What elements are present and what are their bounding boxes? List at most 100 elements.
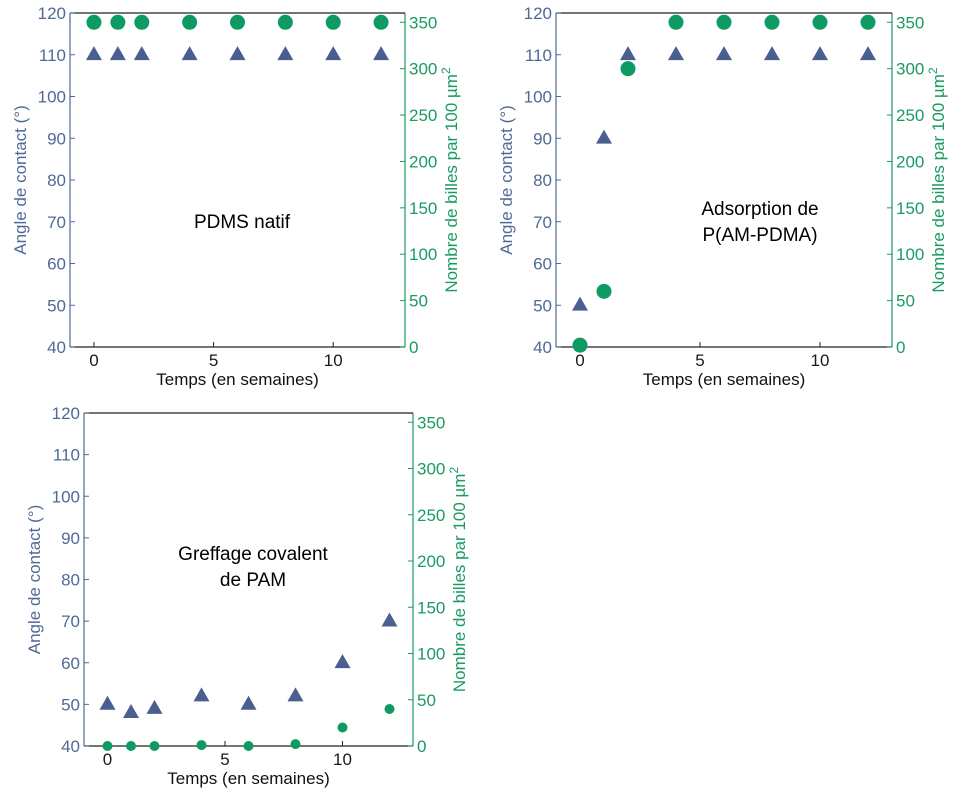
x-tick-label: 10: [333, 750, 352, 769]
y-right-axis-label-superscript: 2: [439, 67, 453, 74]
bead-count-point: [764, 14, 780, 30]
contact-angle-point: [193, 687, 210, 702]
y-left-tick-label: 120: [52, 404, 80, 423]
y-right-tick-label: 350: [417, 413, 445, 432]
y-left-axis-label: Angle de contact (°): [25, 505, 44, 655]
contact-angle-point: [716, 46, 732, 61]
y-right-tick-label: 0: [417, 737, 426, 756]
y-right-tick-label: 250: [896, 106, 924, 125]
y-right-axis-label-superscript: 2: [447, 467, 461, 474]
x-tick-label: 0: [89, 351, 98, 370]
bead-count-point: [86, 14, 102, 30]
y-right-tick-label: 100: [896, 245, 924, 264]
x-tick-label: 5: [695, 351, 704, 370]
y-left-tick-label: 90: [533, 129, 552, 148]
y-left-tick-label: 80: [47, 171, 66, 190]
contact-angle-point: [325, 46, 342, 61]
y-right-tick-label: 300: [417, 460, 445, 479]
bead-count-point: [620, 61, 636, 77]
y-right-tick-label: 250: [417, 506, 445, 525]
contact-angle-point: [277, 46, 294, 61]
y-right-tick-label: 50: [417, 691, 436, 710]
contact-angle-point: [146, 699, 163, 714]
bead-count-point: [325, 14, 341, 30]
bead-count-point: [373, 14, 389, 30]
y-right-tick-label: 350: [896, 13, 924, 32]
x-tick-label: 5: [209, 351, 218, 370]
y-left-tick-label: 110: [39, 46, 66, 65]
y-right-axis-label: Nombre de billes par 100 µm2: [926, 67, 948, 293]
y-right-tick-label: 50: [409, 292, 428, 311]
y-right-tick-label: 300: [409, 60, 437, 79]
y-left-axis-label: Angle de contact (°): [11, 105, 30, 255]
contact-angle-point: [572, 296, 588, 311]
x-tick-label: 0: [575, 351, 584, 370]
contact-angle-point: [85, 46, 102, 61]
bead-count-point: [668, 14, 684, 30]
y-right-tick-label: 200: [417, 552, 445, 571]
contact-angle-point: [812, 46, 828, 61]
y-right-tick-label: 350: [409, 13, 437, 32]
bead-count-point: [290, 739, 301, 750]
contact-angle-point: [109, 46, 126, 61]
x-tick-label: 10: [324, 351, 343, 370]
x-axis-label: Temps (en semaines): [156, 370, 319, 389]
y-left-tick-label: 50: [61, 695, 80, 714]
y-left-tick-label: 50: [47, 296, 66, 315]
bead-count-point: [230, 14, 245, 30]
y-left-tick-label: 60: [533, 255, 552, 274]
y-left-tick-label: 70: [61, 612, 80, 631]
y-left-tick-label: 70: [47, 213, 66, 232]
contact-angle-point: [287, 687, 304, 702]
bead-count-point: [337, 722, 348, 733]
y-right-tick-label: 200: [409, 152, 437, 171]
y-left-tick-label: 40: [61, 737, 80, 756]
y-left-tick-label: 100: [524, 88, 552, 107]
y-right-tick-label: 100: [417, 645, 445, 664]
contact-angle-point: [99, 695, 116, 710]
contact-angle-point: [860, 46, 876, 61]
x-axis-label: Temps (en semaines): [643, 370, 806, 389]
y-left-tick-label: 100: [38, 88, 66, 107]
y-left-tick-label: 90: [47, 129, 66, 148]
bead-count-point: [126, 741, 136, 751]
y-left-tick-label: 60: [61, 654, 80, 673]
bead-count-point: [277, 14, 293, 30]
y-left-tick-label: 80: [533, 171, 552, 190]
y-right-tick-label: 150: [896, 199, 924, 218]
bead-count-point: [243, 741, 254, 751]
contact-angle-point: [123, 704, 139, 719]
bead-count-point: [860, 14, 876, 30]
y-right-tick-label: 0: [896, 338, 905, 357]
chart-annotation: Adsorption de: [701, 199, 818, 220]
y-left-tick-label: 110: [525, 46, 552, 65]
contact-angle-point: [133, 46, 150, 61]
y-right-tick-label: 100: [409, 245, 437, 264]
contact-angle-point: [373, 46, 390, 61]
y-left-tick-label: 80: [61, 571, 80, 590]
y-right-axis-label: Nombre de billes par 100 µm2: [439, 67, 461, 293]
bead-count-point: [102, 741, 113, 751]
contact-angle-point: [668, 46, 684, 61]
x-tick-label: 10: [811, 351, 830, 370]
y-left-tick-label: 50: [533, 296, 552, 315]
chart-annotation: PDMS natif: [194, 212, 291, 233]
y-right-tick-label: 150: [409, 199, 437, 218]
y-left-tick-label: 110: [53, 446, 80, 465]
contact-angle-point: [334, 654, 351, 669]
contact-angle-point: [620, 46, 636, 61]
y-left-tick-label: 40: [47, 338, 66, 357]
chart-panel-1: 4050607080901001101200501001502002503003…: [11, 4, 461, 389]
bead-count-point: [384, 704, 395, 714]
chart-panel-2: 4050607080901001101200501001502002503003…: [497, 4, 948, 389]
chart-annotation: P(AM-PDMA): [702, 225, 817, 246]
contact-angle-point: [596, 129, 612, 144]
y-left-tick-label: 120: [524, 4, 552, 23]
bead-count-point: [149, 741, 160, 751]
chart-annotation: de PAM: [220, 570, 286, 591]
bead-count-point: [716, 14, 732, 30]
bead-count-point: [182, 14, 198, 30]
bead-count-point: [196, 740, 207, 751]
y-left-tick-label: 120: [38, 4, 66, 23]
